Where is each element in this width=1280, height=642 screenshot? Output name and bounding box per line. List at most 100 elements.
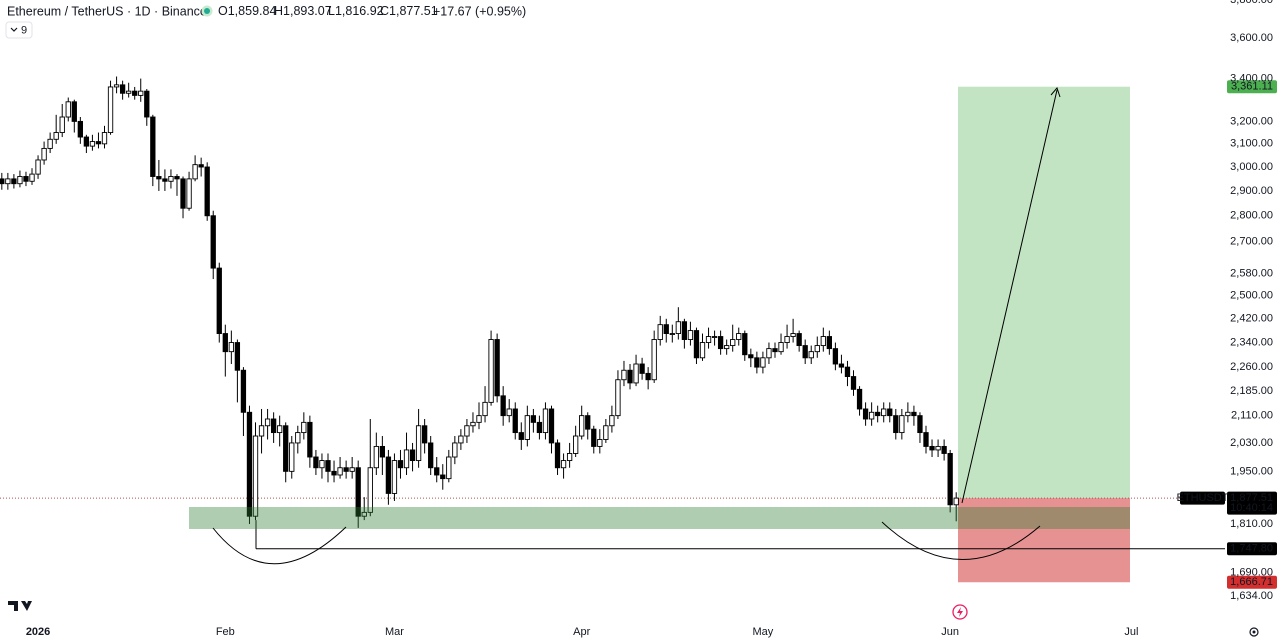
target-area bbox=[958, 86, 1130, 499]
candle-body bbox=[488, 339, 494, 403]
candle-body bbox=[760, 357, 766, 368]
x-tick-label: Jul bbox=[1124, 626, 1138, 638]
candle-body bbox=[174, 176, 180, 180]
candle-body bbox=[446, 456, 452, 480]
candle-body bbox=[119, 84, 126, 94]
candle-body bbox=[856, 388, 863, 410]
candle-body bbox=[645, 372, 651, 381]
candle-body bbox=[609, 415, 615, 427]
ohlc-high: H1,893.07 bbox=[274, 4, 332, 18]
candle-body bbox=[270, 418, 277, 434]
candle-body bbox=[911, 411, 917, 417]
candle-body bbox=[887, 408, 893, 417]
candle-body bbox=[101, 132, 108, 145]
candle-body bbox=[512, 408, 518, 434]
candle-body bbox=[675, 321, 681, 334]
arrow-line bbox=[961, 89, 1058, 504]
indicator-count: 9 bbox=[21, 24, 27, 36]
candle-body bbox=[361, 511, 367, 517]
candle-body bbox=[826, 336, 833, 350]
candle-body bbox=[397, 460, 404, 469]
y-tick-label: 2,110.00 bbox=[1231, 410, 1273, 422]
candle-body bbox=[917, 415, 923, 434]
candle-body bbox=[204, 166, 210, 217]
candle-body bbox=[228, 342, 234, 353]
candle-body bbox=[113, 84, 120, 88]
candle-body bbox=[554, 442, 561, 469]
candle-body bbox=[264, 418, 271, 427]
settings-icon[interactable] bbox=[1249, 627, 1259, 637]
candle-body bbox=[180, 178, 186, 209]
candle-body bbox=[409, 449, 416, 462]
candle-body bbox=[929, 445, 935, 451]
candle-body bbox=[192, 164, 198, 180]
y-tick-label: 2,420.00 bbox=[1230, 313, 1273, 325]
candle-body bbox=[736, 333, 742, 340]
y-tick-label: 3,800.00 bbox=[1230, 0, 1273, 6]
y-tick-label: 3,400.00 bbox=[1230, 72, 1273, 84]
candle-body bbox=[403, 449, 410, 469]
status-dot bbox=[204, 8, 210, 14]
candle-body bbox=[947, 453, 953, 506]
candle-body bbox=[391, 460, 398, 494]
candle-body bbox=[784, 336, 790, 343]
y-tick-label: 2,185.00 bbox=[1230, 385, 1273, 397]
y-tick-label: 2,800.00 bbox=[1230, 210, 1273, 222]
candle-body bbox=[59, 116, 65, 133]
candle-body bbox=[107, 86, 114, 133]
candle-body bbox=[349, 467, 355, 472]
candle-body bbox=[132, 90, 138, 96]
candle-body bbox=[868, 411, 875, 420]
candle-body bbox=[23, 176, 29, 182]
candle-body bbox=[83, 136, 90, 147]
ohlc-value: 1,859.84 bbox=[228, 4, 277, 18]
candle-body bbox=[186, 178, 192, 209]
candle-body bbox=[168, 176, 174, 182]
candle-body bbox=[506, 408, 512, 417]
candle-body bbox=[494, 339, 500, 397]
x-tick-label: Jun bbox=[941, 626, 959, 638]
candle-body bbox=[621, 369, 627, 381]
candle-body bbox=[579, 415, 585, 437]
candle-body bbox=[138, 90, 144, 96]
candle-body bbox=[234, 342, 241, 371]
ohlc-change: +17.67 (+0.95%) bbox=[433, 4, 526, 18]
candle-body bbox=[295, 432, 301, 444]
candle-body bbox=[699, 342, 706, 359]
candle-body bbox=[862, 408, 869, 420]
price-tag bbox=[1227, 491, 1277, 515]
tradingview-logo[interactable] bbox=[8, 601, 32, 611]
candle-body bbox=[802, 345, 808, 359]
y-tick-label: 2,580.00 bbox=[1230, 267, 1273, 279]
candle-body bbox=[452, 442, 458, 458]
candle-body bbox=[711, 336, 718, 338]
settings-icon-center bbox=[1252, 630, 1256, 634]
candle-body bbox=[669, 333, 675, 335]
candle-body bbox=[923, 432, 929, 447]
candle-body bbox=[651, 339, 657, 381]
plot-area bbox=[0, 76, 1225, 583]
candle-body bbox=[820, 336, 826, 347]
x-tick-label: Mar bbox=[385, 626, 404, 638]
candle-body bbox=[373, 445, 379, 469]
ohlc-open: O1,859.84 bbox=[218, 4, 276, 18]
symbol-tag bbox=[1180, 491, 1225, 505]
candle-body bbox=[17, 176, 23, 185]
candle-body bbox=[337, 467, 343, 476]
candle-body bbox=[844, 366, 851, 378]
candle-body bbox=[379, 445, 386, 458]
candle-body bbox=[536, 421, 543, 434]
candle-body bbox=[724, 345, 730, 350]
indicator-toggle[interactable] bbox=[5, 21, 33, 39]
candle-body bbox=[615, 379, 621, 417]
ohlc-key: H bbox=[274, 4, 283, 18]
ohlc-key: C bbox=[380, 4, 389, 18]
countdown: 10:40:14 bbox=[1230, 502, 1273, 514]
candle-body bbox=[754, 357, 760, 368]
candle-body bbox=[657, 324, 663, 340]
candle-body bbox=[313, 456, 319, 469]
symbol-tag-label: ETHUSDT bbox=[1177, 492, 1229, 504]
candle-body bbox=[935, 445, 941, 451]
y-tick-label: 2,900.00 bbox=[1230, 185, 1273, 197]
y-tick-label: 1,810.00 bbox=[1230, 518, 1273, 530]
